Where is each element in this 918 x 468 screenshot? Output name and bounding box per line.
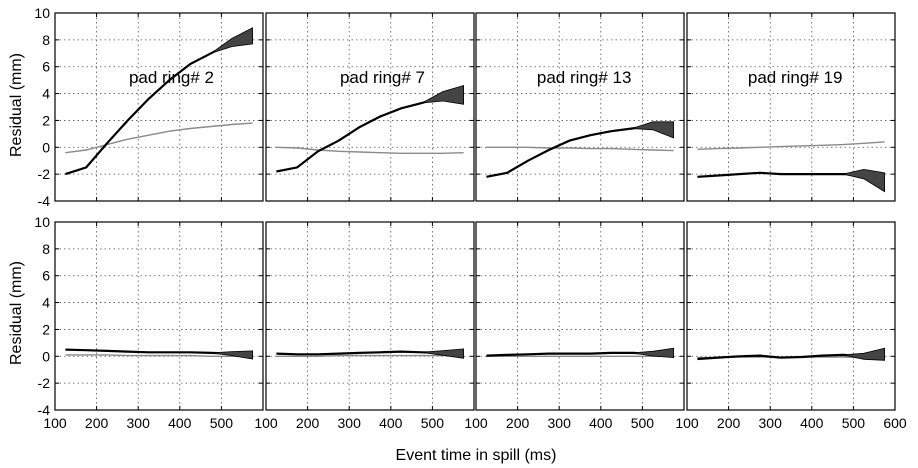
x-tick-label: 100 bbox=[43, 415, 67, 431]
y-tick-label: 4 bbox=[42, 295, 50, 311]
x-tick-label: 300 bbox=[548, 415, 572, 431]
y-axis-label-top: Residual (mm) bbox=[8, 53, 25, 157]
x-axis-label: Event time in spill (ms) bbox=[396, 447, 557, 464]
panel-4: pad ring# 19 bbox=[686, 12, 896, 202]
x-tick-label: 500 bbox=[842, 415, 866, 431]
panel-frame bbox=[265, 221, 475, 411]
error-band bbox=[631, 347, 674, 359]
y-axis-label-bottom: Residual (mm) bbox=[8, 261, 25, 365]
series-line-thin bbox=[276, 354, 464, 357]
panel-7: 100 200 300 400 500 bbox=[464, 221, 685, 431]
panel-3: pad ring# 13 bbox=[475, 12, 685, 202]
series-line-thin bbox=[697, 141, 885, 150]
x-tick-label: 600 bbox=[883, 415, 907, 431]
y-tick-label: -4 bbox=[38, 193, 51, 209]
x-tick-label: 400 bbox=[379, 415, 403, 431]
x-tick-label: 200 bbox=[296, 415, 320, 431]
panel-title: pad ring# 19 bbox=[748, 68, 843, 87]
panel-frame bbox=[54, 221, 264, 411]
y-tick-label: 2 bbox=[42, 112, 50, 128]
panel-frame bbox=[686, 221, 896, 411]
series-line-thick bbox=[486, 124, 674, 178]
y-tick-label: -2 bbox=[38, 375, 51, 391]
x-tick-label: 400 bbox=[800, 415, 824, 431]
panel-title: pad ring# 13 bbox=[537, 68, 632, 87]
y-tick-label: 8 bbox=[42, 241, 50, 257]
y-tick-label: 0 bbox=[42, 348, 50, 364]
panel-5: -4 -2 0 2 4 6 8 10 100 200 300 400 500 bbox=[34, 214, 264, 431]
panel-1: -4 -2 0 2 4 6 8 10 pad ring# 2 bbox=[34, 5, 264, 209]
y-tick-label: 0 bbox=[42, 139, 50, 155]
x-tick-label: 300 bbox=[127, 415, 151, 431]
x-tick-label: 200 bbox=[717, 415, 741, 431]
series-line-thin bbox=[486, 146, 674, 152]
error-band bbox=[842, 347, 885, 361]
panel-2: pad ring# 7 bbox=[265, 12, 475, 202]
panel-title: pad ring# 7 bbox=[340, 68, 425, 87]
y-tick-label: 6 bbox=[42, 268, 50, 284]
series-line-thick bbox=[276, 93, 464, 173]
error-band bbox=[421, 84, 465, 105]
series-line-thin bbox=[65, 122, 253, 154]
panel-frame bbox=[54, 12, 264, 202]
error-band bbox=[631, 121, 674, 139]
y-tick-label: -4 bbox=[38, 402, 51, 418]
x-tick-label: 300 bbox=[338, 415, 362, 431]
x-tick-label: 200 bbox=[506, 415, 530, 431]
x-tick-label: 500 bbox=[421, 415, 445, 431]
panel-8: 100 200 300 400 500 600 bbox=[675, 221, 907, 431]
x-tick-label: 300 bbox=[759, 415, 783, 431]
y-tick-label: 10 bbox=[34, 214, 50, 230]
panels: -4 -2 0 2 4 6 8 10 pad ring# 2 pad ring# 7 pad rin… bbox=[34, 5, 906, 431]
series-line-thin bbox=[276, 146, 464, 154]
y-tick-label: 6 bbox=[42, 59, 50, 75]
panel-frame bbox=[686, 12, 896, 202]
panel-6: 100 200 300 400 500 bbox=[254, 221, 475, 431]
x-tick-label: 400 bbox=[168, 415, 192, 431]
x-tick-label: 500 bbox=[210, 415, 234, 431]
y-tick-label: 2 bbox=[42, 321, 50, 337]
y-tick-label: 10 bbox=[34, 5, 50, 21]
y-tick-label: -2 bbox=[38, 166, 51, 182]
x-tick-label: 200 bbox=[85, 415, 109, 431]
x-tick-label: 100 bbox=[254, 415, 278, 431]
x-tick-label: 100 bbox=[675, 415, 699, 431]
panel-frame bbox=[475, 221, 685, 411]
error-band bbox=[210, 27, 254, 54]
error-band bbox=[210, 350, 254, 360]
panel-frame bbox=[265, 12, 475, 202]
series-line-thick bbox=[65, 34, 253, 176]
x-tick-label: 500 bbox=[631, 415, 655, 431]
series-line-thin bbox=[65, 354, 253, 357]
error-band bbox=[842, 168, 885, 193]
x-tick-label: 400 bbox=[589, 415, 613, 431]
y-tick-label: 4 bbox=[42, 86, 50, 102]
y-tick-label: 8 bbox=[42, 32, 50, 48]
error-band bbox=[421, 348, 465, 359]
x-tick-label: 100 bbox=[464, 415, 488, 431]
panel-title: pad ring# 2 bbox=[129, 68, 214, 87]
panel-frame bbox=[475, 12, 685, 202]
